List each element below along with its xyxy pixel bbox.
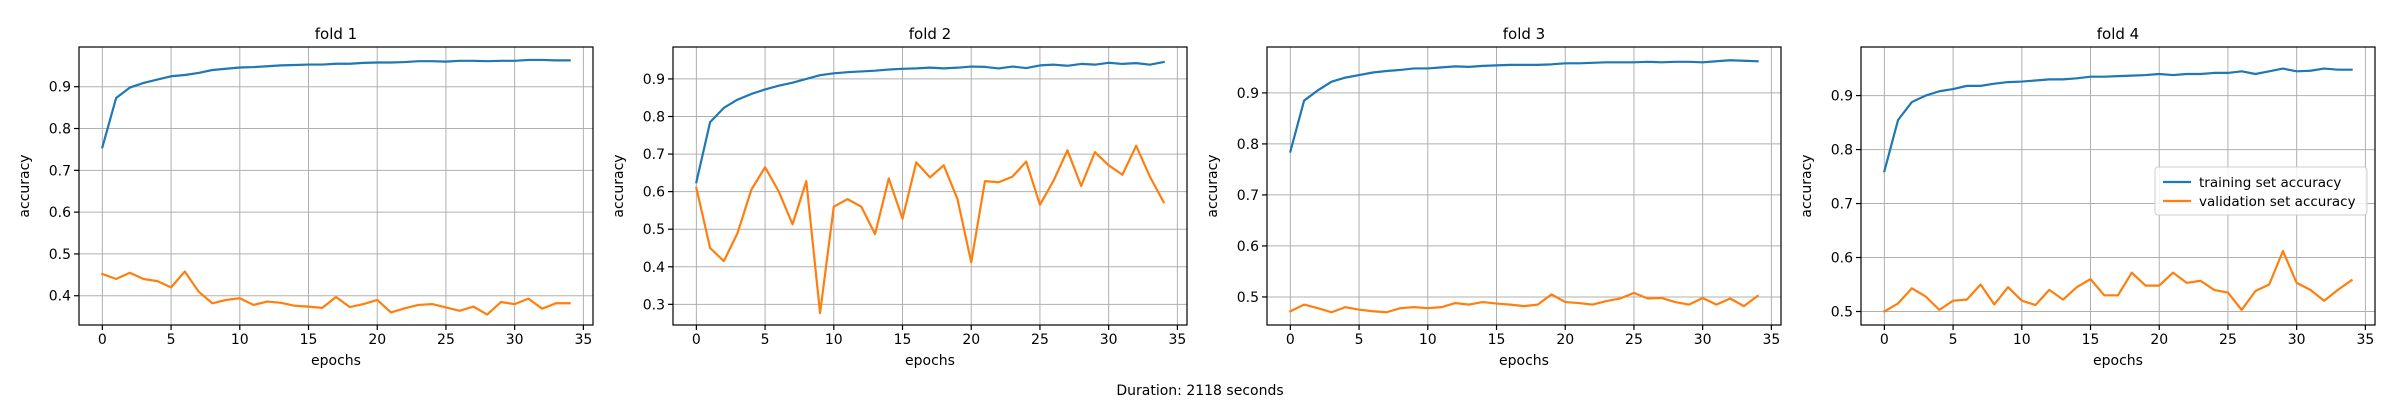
validation-accuracy-line [695, 144, 1166, 315]
axes-frame [1266, 46, 1782, 326]
x-tick-label: 0 [1880, 332, 1889, 348]
y-tick-label: 0.3 [643, 297, 665, 313]
y-tick-label: 0.6 [643, 185, 665, 201]
x-tick-label: 30 [1100, 332, 1118, 348]
validation-accuracy-line [1882, 249, 2354, 314]
x-tick-label: 15 [2082, 332, 2100, 348]
x-tick-label: 10 [1419, 332, 1437, 348]
x-tick-label: 25 [2219, 332, 2237, 348]
chart-panel-1: 0 5 10 15 20 25 30 35 0.4 0.5 0.6 0.7 0.8 0.9 fold 1 ep… [17, 25, 594, 369]
chart-panel-3: 0 5 10 15 20 25 30 35 0.5 0.6 0.7 0.8 0.9 fold 3 epoch… [1205, 25, 1782, 369]
chart-title: fold 3 [1503, 25, 1545, 43]
x-tick-label: 20 [962, 332, 980, 348]
legend-box [2154, 166, 2368, 216]
x-tick-label: 25 [1625, 332, 1643, 348]
y-tick-label: 0.7 [1237, 188, 1259, 204]
x-tick-label: 15 [894, 332, 912, 348]
y-tick-label: 0.8 [643, 110, 665, 126]
validation-accuracy-line [100, 270, 571, 316]
training-accuracy-line [1883, 67, 2353, 173]
chart-panel-4: 0 5 10 15 20 25 30 35 0.5 0.6 0.7 0.8 0.9 fold 4 epoch… [1799, 25, 2376, 369]
y-tick-label: 0.5 [49, 247, 71, 263]
y-axis-label: accuracy [611, 154, 627, 217]
y-tick-label: 0.5 [1237, 290, 1259, 306]
legend-label: validation set accuracy [2199, 194, 2356, 210]
x-tick-label: 0 [1286, 332, 1295, 348]
y-tick-label: 0.9 [1237, 86, 1259, 102]
x-tick-label: 0 [692, 332, 701, 348]
x-tick-label: 5 [167, 332, 176, 348]
x-tick-label: 30 [1694, 332, 1712, 348]
chart-title: fold 2 [909, 25, 951, 43]
y-tick-label: 0.8 [49, 122, 71, 138]
x-axis-label: epochs [311, 353, 361, 369]
x-tick-label: 20 [2150, 332, 2168, 348]
chart-title: fold 1 [315, 25, 357, 43]
y-tick-label: 0.9 [49, 80, 71, 96]
x-tick-label: 35 [574, 332, 592, 348]
x-axis-label: epochs [905, 353, 955, 369]
legend: training set accuracy validation set accu… [2154, 166, 2368, 216]
x-tick-label: 20 [1556, 332, 1574, 348]
y-tick-label: 0.6 [1831, 251, 1853, 267]
y-tick-label: 0.9 [1831, 89, 1853, 105]
x-tick-label: 5 [1949, 332, 1958, 348]
axes-frame [672, 46, 1188, 326]
x-tick-label: 35 [1762, 332, 1780, 348]
y-tick-label: 0.7 [1831, 197, 1853, 213]
y-tick-label: 0.5 [643, 222, 665, 238]
legend-label: training set accuracy [2199, 175, 2341, 191]
y-tick-label: 0.5 [1831, 305, 1853, 321]
x-tick-label: 30 [2288, 332, 2306, 348]
y-tick-label: 0.8 [1237, 137, 1259, 153]
x-tick-label: 5 [761, 332, 770, 348]
axes-frame [78, 46, 594, 326]
chart-panel-2: 0 5 10 15 20 25 30 35 0.3 0.4 0.5 0.6 0.7 0.8 0.9 fold … [611, 25, 1188, 369]
training-accuracy-line [1289, 59, 1759, 153]
y-tick-label: 0.8 [1831, 143, 1853, 159]
x-tick-label: 0 [98, 332, 107, 348]
y-tick-label: 0.9 [643, 72, 665, 88]
y-tick-label: 0.7 [643, 147, 665, 163]
y-axis-label: accuracy [17, 154, 33, 217]
y-tick-label: 0.6 [49, 205, 71, 221]
x-tick-label: 30 [506, 332, 524, 348]
duration-caption: Duration: 2118 seconds [1116, 383, 1284, 399]
x-tick-label: 25 [437, 332, 455, 348]
x-tick-label: 20 [368, 332, 386, 348]
x-tick-label: 10 [825, 332, 843, 348]
y-axis-label: accuracy [1205, 154, 1221, 217]
x-tick-label: 25 [1031, 332, 1049, 348]
y-tick-label: 0.4 [49, 289, 71, 305]
y-tick-label: 0.4 [643, 260, 665, 276]
x-axis-label: epochs [1499, 353, 1549, 369]
x-tick-label: 5 [1355, 332, 1364, 348]
x-tick-label: 35 [2356, 332, 2374, 348]
validation-accuracy-line [1288, 291, 1760, 314]
x-tick-label: 15 [300, 332, 318, 348]
axes-frame [1860, 46, 2376, 326]
y-tick-label: 0.7 [49, 163, 71, 179]
x-tick-label: 10 [2013, 332, 2031, 348]
chart-title: fold 4 [2097, 25, 2139, 43]
x-axis-label: epochs [2093, 353, 2143, 369]
training-accuracy-line [101, 58, 571, 149]
x-tick-label: 35 [1168, 332, 1186, 348]
y-tick-label: 0.6 [1237, 239, 1259, 255]
y-axis-label: accuracy [1799, 154, 1815, 217]
training-accuracy-line [695, 60, 1165, 184]
x-tick-label: 10 [231, 332, 249, 348]
x-tick-label: 15 [1488, 332, 1506, 348]
